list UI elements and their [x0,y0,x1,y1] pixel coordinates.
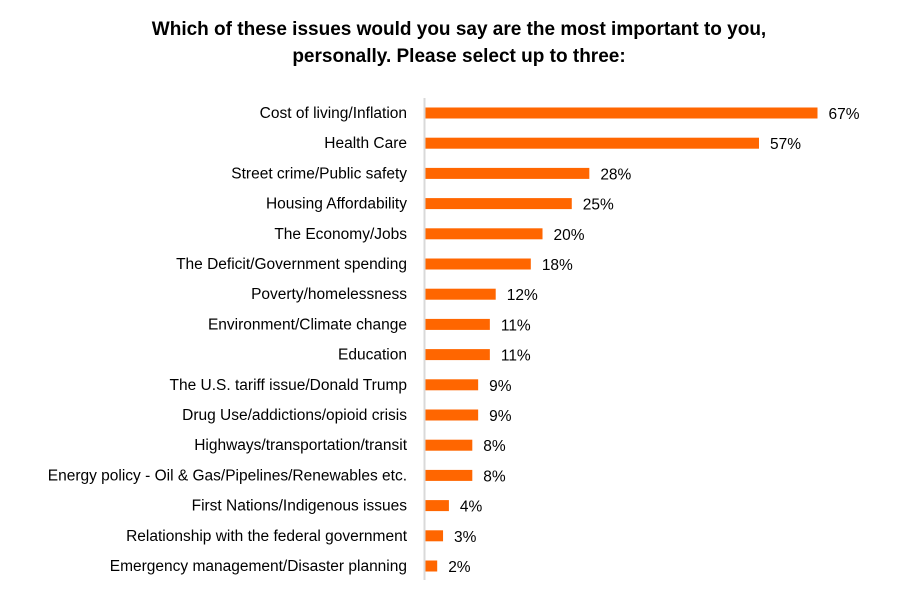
data-label: 67% [829,106,860,123]
category-label: Health Care [324,135,407,152]
bar [425,500,449,512]
category-label: Street crime/Public safety [231,165,407,182]
data-label: 11% [501,317,531,334]
category-label: Drug Use/addictions/opioid crisis [182,407,407,424]
category-label: Highways/transportation/transit [194,437,407,454]
category-label: Environment/Climate change [208,316,407,333]
value-labels: 67%57%28%25%20%18%12%11%11%9%9%8%8%4%3%2… [448,106,860,576]
bar [425,228,543,240]
bar [425,409,479,421]
data-label: 9% [489,408,512,425]
data-label: 28% [600,166,631,183]
bars-group [425,107,818,572]
data-label: 20% [554,227,585,244]
bar [425,107,818,119]
category-label: Housing Affordability [266,196,407,213]
bar [425,379,479,391]
category-label: The Deficit/Government spending [176,256,407,273]
bar [425,469,473,481]
bar [425,439,473,451]
data-label: 8% [483,438,506,455]
bar [425,349,490,361]
category-label: Poverty/homelessness [251,286,407,303]
data-label: 18% [542,257,573,274]
category-label: Emergency management/Disaster planning [110,558,407,575]
bar [425,167,590,179]
category-label: Education [338,347,407,364]
chart-title: Which of these issues would you say are … [0,16,918,70]
category-label: The Economy/Jobs [274,226,407,243]
bar [425,318,490,330]
bar [425,560,438,572]
bar [425,530,444,542]
data-label: 9% [489,378,512,395]
data-label: 12% [507,287,538,304]
data-label: 8% [483,468,506,485]
data-label: 11% [501,348,531,365]
category-label: Energy policy - Oil & Gas/Pipelines/Rene… [48,467,407,484]
bar [425,137,759,149]
category-label: Relationship with the federal government [126,528,408,545]
chart-title-line-1: Which of these issues would you say are … [151,19,767,40]
chart-title-line-2: personally. Please select up to three: [292,46,626,67]
bar [425,258,531,270]
category-label: The U.S. tariff issue/Donald Trump [170,377,407,394]
bar [425,288,496,300]
category-label: Cost of living/Inflation [260,105,407,122]
data-label: 3% [454,529,477,546]
data-label: 2% [448,559,471,576]
bar [425,198,572,210]
category-label: First Nations/Indigenous issues [192,498,408,515]
category-labels: Cost of living/Inflation Health Care Stree… [48,105,408,575]
data-label: 4% [460,499,483,516]
data-label: 57% [770,136,801,153]
data-label: 25% [583,197,614,214]
